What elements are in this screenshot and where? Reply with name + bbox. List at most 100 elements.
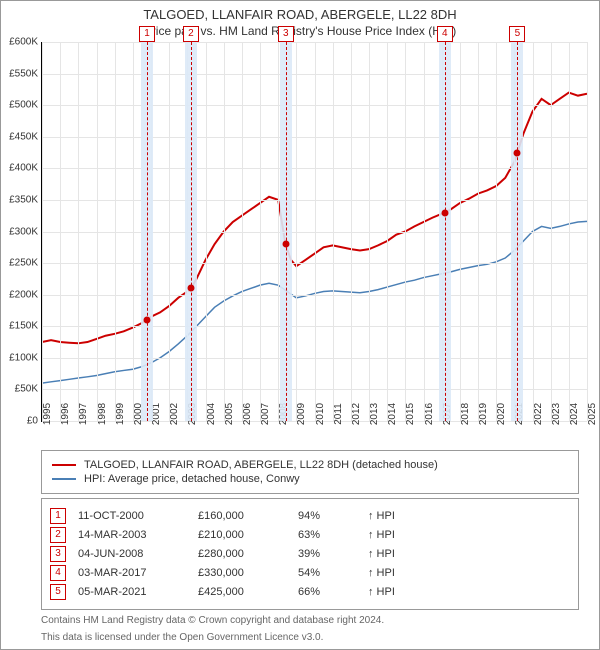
marker-dashline (191, 42, 192, 421)
gridline-v (387, 42, 388, 421)
x-tick-label: 2009 (296, 403, 307, 425)
y-tick-label: £200K (4, 289, 38, 300)
chart-area: £0£50K£100K£150K£200K£250K£300K£350K£400… (41, 42, 587, 442)
tx-date: 11-OCT-2000 (78, 510, 198, 522)
marker-badge: 4 (437, 26, 453, 42)
marker-badge: 3 (278, 26, 294, 42)
gridline-v (587, 42, 588, 421)
x-tick-label: 2024 (569, 403, 580, 425)
gridline-v (496, 42, 497, 421)
x-tick-label: 2011 (333, 403, 344, 425)
transaction-row: 111-OCT-2000£160,00094%↑ HPI (50, 508, 570, 524)
tx-pct: 66% (298, 586, 368, 598)
plot-region: £0£50K£100K£150K£200K£250K£300K£350K£400… (41, 42, 587, 422)
gridline-v (533, 42, 534, 421)
transactions-box: 111-OCT-2000£160,00094%↑ HPI214-MAR-2003… (41, 498, 579, 610)
marker-dashline (147, 42, 148, 421)
x-tick-label: 2007 (260, 403, 271, 425)
transaction-row: 304-JUN-2008£280,00039%↑ HPI (50, 546, 570, 562)
gridline-v (405, 42, 406, 421)
tx-note: ↑ HPI (368, 548, 395, 560)
gridline-v (115, 42, 116, 421)
tx-number: 3 (50, 546, 66, 562)
x-tick-label: 2019 (478, 403, 489, 425)
y-tick-label: £600K (4, 37, 38, 48)
x-tick-label: 2016 (424, 403, 435, 425)
gridline-v (551, 42, 552, 421)
marker-dashline (286, 42, 287, 421)
transaction-row: 505-MAR-2021£425,00066%↑ HPI (50, 584, 570, 600)
x-tick-label: 1998 (97, 403, 108, 425)
gridline-v (133, 42, 134, 421)
tx-number: 5 (50, 584, 66, 600)
marker-dot (282, 241, 289, 248)
marker-badge: 2 (183, 26, 199, 42)
x-tick-label: 2005 (224, 403, 235, 425)
marker-dashline (517, 42, 518, 421)
marker-dashline (445, 42, 446, 421)
gridline-v (224, 42, 225, 421)
x-tick-label: 1996 (60, 403, 71, 425)
legend-row: TALGOED, LLANFAIR ROAD, ABERGELE, LL22 8… (52, 459, 568, 471)
marker-badge: 1 (139, 26, 155, 42)
x-tick-label: 2025 (587, 403, 598, 425)
marker-dot (514, 149, 521, 156)
y-tick-label: £150K (4, 321, 38, 332)
marker-dot (441, 209, 448, 216)
legend-swatch (52, 464, 76, 466)
legend-label: HPI: Average price, detached house, Conw… (84, 473, 300, 485)
x-tick-label: 2023 (551, 403, 562, 425)
tx-price: £330,000 (198, 567, 298, 579)
tx-date: 03-MAR-2017 (78, 567, 198, 579)
x-tick-label: 2012 (351, 403, 362, 425)
tx-date: 05-MAR-2021 (78, 586, 198, 598)
x-tick-label: 1999 (115, 403, 126, 425)
y-tick-label: £50K (4, 384, 38, 395)
x-tick-label: 2014 (387, 403, 398, 425)
x-tick-label: 2006 (242, 403, 253, 425)
chart-container: TALGOED, LLANFAIR ROAD, ABERGELE, LL22 8… (0, 0, 600, 650)
tx-date: 04-JUN-2008 (78, 548, 198, 560)
tx-pct: 63% (298, 529, 368, 541)
tx-number: 1 (50, 508, 66, 524)
transaction-row: 214-MAR-2003£210,00063%↑ HPI (50, 527, 570, 543)
tx-price: £280,000 (198, 548, 298, 560)
x-tick-label: 2013 (369, 403, 380, 425)
x-tick-label: 2022 (533, 403, 544, 425)
gridline-v (333, 42, 334, 421)
x-tick-label: 1995 (42, 403, 53, 425)
gridline-v (351, 42, 352, 421)
y-tick-label: £350K (4, 194, 38, 205)
gridline-v (169, 42, 170, 421)
tx-date: 14-MAR-2003 (78, 529, 198, 541)
gridline-v (42, 42, 43, 421)
legend-swatch (52, 478, 76, 480)
legend-box: TALGOED, LLANFAIR ROAD, ABERGELE, LL22 8… (41, 450, 579, 494)
gridline-v (206, 42, 207, 421)
tx-note: ↑ HPI (368, 510, 395, 522)
gridline-v (97, 42, 98, 421)
gridline-v (369, 42, 370, 421)
x-tick-label: 2002 (169, 403, 180, 425)
marker-badge: 5 (509, 26, 525, 42)
x-tick-label: 2018 (460, 403, 471, 425)
tx-price: £160,000 (198, 510, 298, 522)
gridline-v (424, 42, 425, 421)
marker-dot (187, 285, 194, 292)
gridline-v (60, 42, 61, 421)
x-tick-label: 1997 (78, 403, 89, 425)
x-tick-label: 2020 (496, 403, 507, 425)
gridline-v (78, 42, 79, 421)
y-tick-label: £500K (4, 100, 38, 111)
gridline-v (460, 42, 461, 421)
gridline-v (296, 42, 297, 421)
y-tick-label: £100K (4, 352, 38, 363)
y-tick-label: £0 (4, 416, 38, 427)
tx-price: £425,000 (198, 586, 298, 598)
y-tick-label: £400K (4, 163, 38, 174)
gridline-v (315, 42, 316, 421)
x-tick-label: 2015 (405, 403, 416, 425)
marker-dot (144, 316, 151, 323)
gridline-v (242, 42, 243, 421)
y-tick-label: £250K (4, 258, 38, 269)
